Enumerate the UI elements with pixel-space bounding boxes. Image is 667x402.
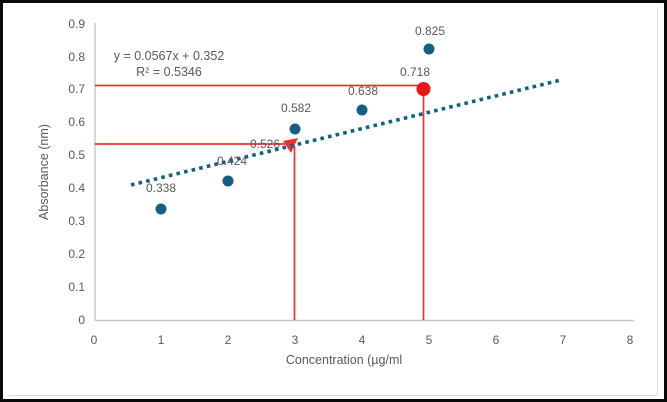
x-axis-title: Concentration (µg/ml	[285, 353, 403, 367]
trendline	[130, 78, 562, 187]
y-tick-08: 0.8	[68, 50, 85, 64]
x-tick-8: 8	[626, 333, 634, 347]
y-tick-00: 0	[78, 313, 85, 327]
point-label-0638: 0.638	[347, 84, 379, 98]
x-tick-7: 7	[559, 333, 567, 347]
x-tick-2: 2	[224, 333, 232, 347]
chart-area-border	[9, 7, 658, 396]
point-label-0424: 0.424	[216, 154, 248, 168]
y-axis-title: Absorbance (nm)	[37, 124, 51, 220]
x-tick-4: 4	[358, 333, 366, 347]
trendline-equation: y = 0.0567x + 0.352 R² = 0.5346	[98, 48, 240, 80]
y-tick-07: 0.7	[68, 82, 85, 96]
data-point-4	[356, 104, 368, 116]
x-tick-6: 6	[492, 333, 500, 347]
y-tick-09: 0.9	[68, 17, 85, 31]
data-point-3	[289, 123, 301, 135]
x-tick-3: 3	[291, 333, 299, 347]
point-label-0338: 0.338	[145, 181, 177, 195]
y-tick-03: 0.3	[68, 214, 85, 228]
data-point-5	[423, 43, 435, 55]
point-label-0718: 0.718	[399, 65, 431, 79]
interpolation-label-0526: 0.526	[249, 137, 281, 151]
x-tick-0: 0	[90, 333, 98, 347]
y-tick-06: 0.6	[68, 115, 85, 129]
x-tick-1: 1	[157, 333, 165, 347]
red-sample-point	[416, 82, 431, 96]
r-squared-line: R² = 0.5346	[136, 65, 202, 79]
equation-line: y = 0.0567x + 0.352	[113, 49, 225, 63]
point-label-0582: 0.582	[280, 101, 312, 115]
y-tick-04: 0.4	[68, 181, 85, 195]
x-tick-5: 5	[425, 333, 433, 347]
y-tick-05: 0.5	[68, 148, 85, 162]
plot-layer	[94, 23, 634, 322]
y-tick-01: 0.1	[68, 280, 85, 294]
data-point-2	[222, 175, 234, 187]
y-tick-02: 0.2	[68, 247, 85, 261]
point-label-0825: 0.825	[414, 24, 446, 38]
data-point-1	[155, 203, 167, 215]
